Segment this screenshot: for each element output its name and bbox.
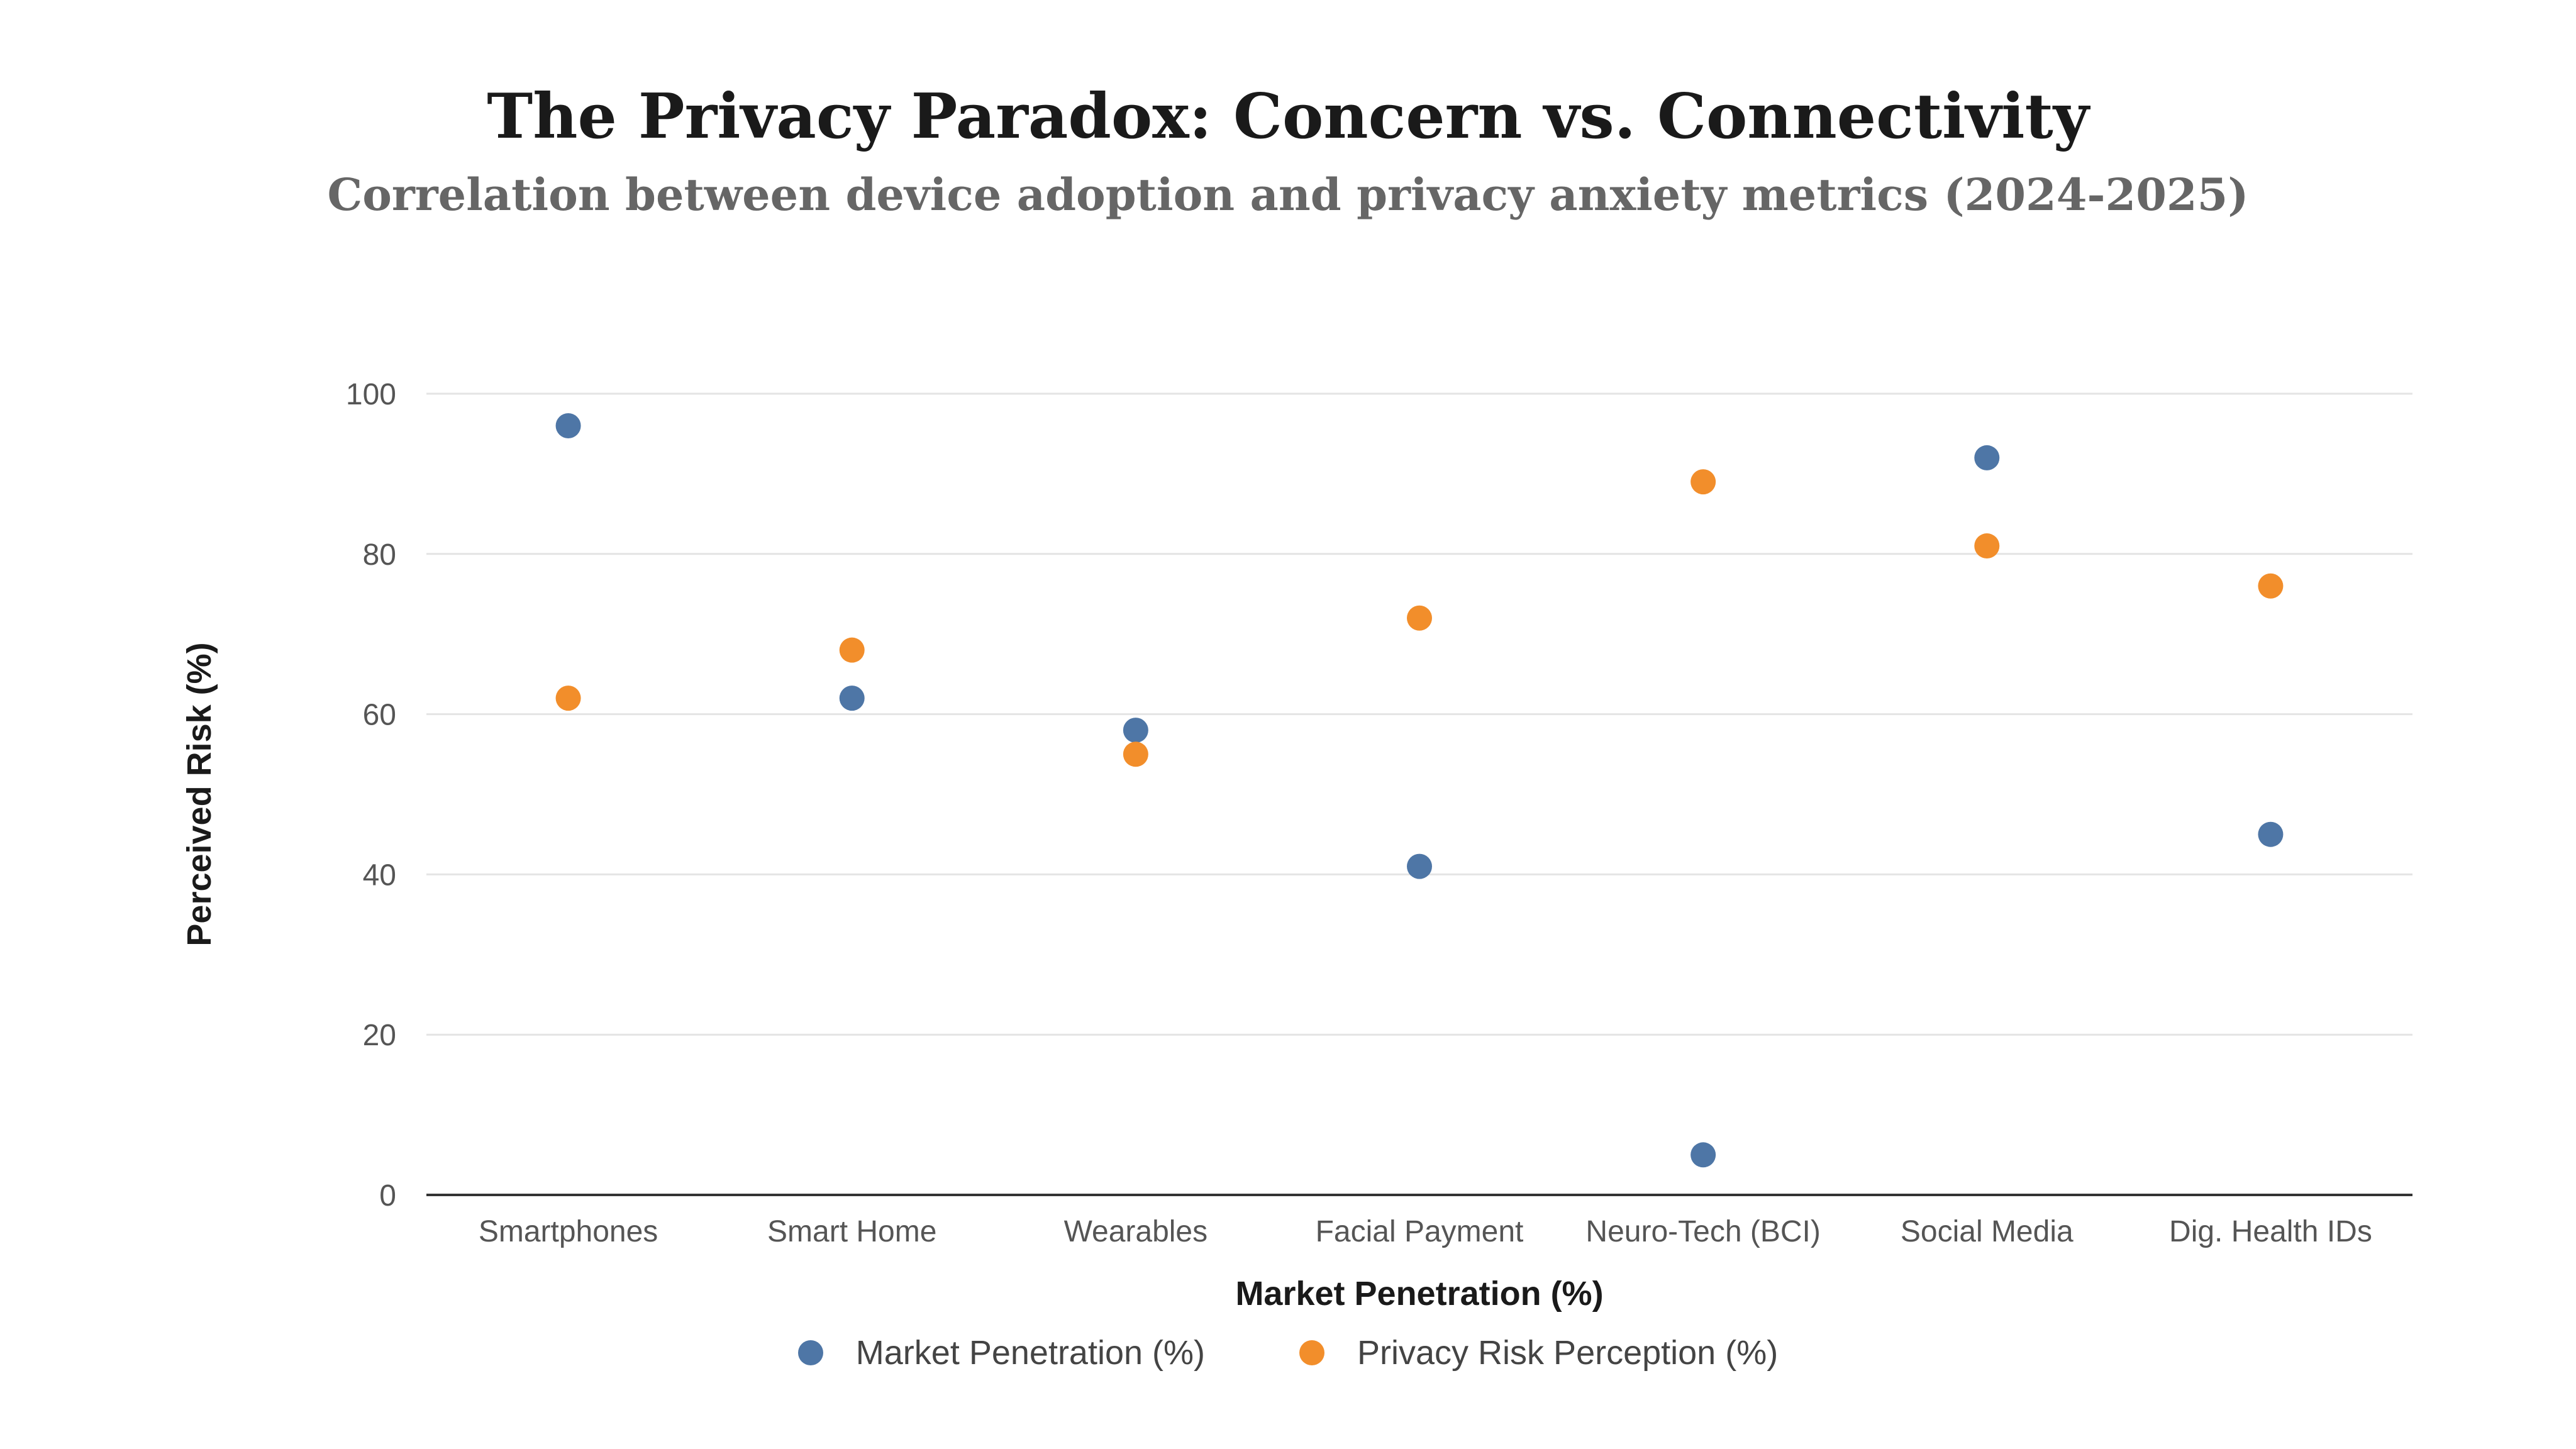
point-privacy-risk-perception-facial-payment[interactable] [1407, 605, 1432, 631]
point-privacy-risk-perception-dig-health-ids[interactable] [2258, 573, 2284, 599]
x-tick-label-facial-payment: Facial Payment [1316, 1215, 1524, 1248]
x-tick-label-dig-health-ids: Dig. Health IDs [2169, 1215, 2372, 1248]
x-tick-label-smartphones: Smartphones [479, 1215, 658, 1248]
x-tick-label-wearables: Wearables [1064, 1215, 1208, 1248]
legend-marker-market-penetration [797, 1340, 823, 1365]
point-market-penetration-smart-home[interactable] [839, 686, 865, 711]
y-axis-label: Perceived Risk (%) [180, 642, 218, 946]
point-market-penetration-dig-health-ids[interactable] [2258, 821, 2284, 847]
y-tick-label-40: 40 [363, 858, 396, 892]
point-privacy-risk-perception-neuro-tech-bci[interactable] [1690, 469, 1716, 495]
legend-item-market-penetration[interactable]: Market Penetration (%) [797, 1333, 1206, 1372]
y-tick-label-20: 20 [363, 1019, 396, 1052]
data-points [555, 413, 2284, 1168]
legend: Market Penetration (%) Privacy Risk Perc… [0, 1333, 2576, 1372]
y-tick-label-0: 0 [379, 1179, 396, 1213]
chart-subtitle: Correlation between device adoption and … [327, 169, 2249, 221]
y-tick-label-60: 60 [363, 699, 396, 732]
point-market-penetration-facial-payment[interactable] [1407, 853, 1432, 879]
chart-title: The Privacy Paradox: Concern vs. Connect… [487, 80, 2089, 153]
y-tick-label-100: 100 [346, 378, 396, 411]
point-privacy-risk-perception-smartphones[interactable] [555, 686, 581, 711]
point-privacy-risk-perception-social-media[interactable] [1974, 533, 2000, 559]
point-privacy-risk-perception-wearables[interactable] [1123, 741, 1148, 767]
point-market-penetration-social-media[interactable] [1974, 445, 2000, 470]
point-market-penetration-wearables[interactable] [1123, 718, 1148, 743]
legend-label-market-penetration: Market Penetration (%) [855, 1334, 1206, 1372]
legend-item-privacy-risk[interactable]: Privacy Risk Perception (%) [1299, 1333, 1778, 1372]
y-tick-label-80: 80 [363, 538, 396, 572]
x-axis-ticks: Smartphones Smart Home Wearables Facial Pay… [479, 1215, 2372, 1248]
legend-label-privacy-risk: Privacy Risk Perception (%) [1357, 1334, 1779, 1372]
point-privacy-risk-perception-smart-home[interactable] [839, 637, 865, 663]
x-axis-label: Market Penetration (%) [1235, 1275, 1603, 1313]
point-market-penetration-smartphones[interactable] [555, 413, 581, 438]
grid-lines [426, 392, 2412, 1036]
legend-marker-privacy-risk [1299, 1340, 1325, 1365]
point-market-penetration-neuro-tech-bci[interactable] [1690, 1142, 1716, 1168]
y-axis-ticks: 0 20 40 60 80 100 [346, 378, 396, 1213]
x-tick-label-social-media: Social Media [1901, 1215, 2074, 1248]
x-tick-label-smart-home: Smart Home [767, 1215, 936, 1248]
x-tick-label-neuro-tech-bci: Neuro-Tech (BCI) [1585, 1215, 1820, 1248]
